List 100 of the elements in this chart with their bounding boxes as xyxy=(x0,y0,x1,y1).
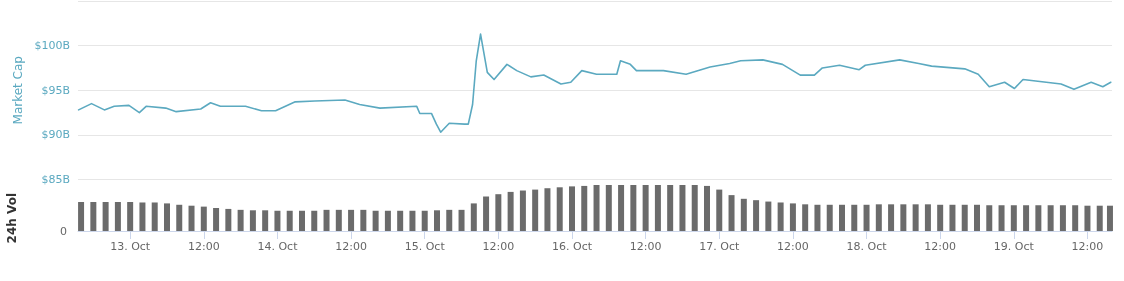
y-tick-label: $95B xyxy=(41,83,70,97)
bar xyxy=(642,185,649,231)
bar xyxy=(274,210,281,231)
bar xyxy=(335,209,342,231)
x-tick-label: 19. Oct xyxy=(993,240,1035,253)
bar xyxy=(1072,205,1079,231)
x-tick-label: 16. Oct xyxy=(551,240,593,253)
bar xyxy=(163,203,170,231)
bar xyxy=(875,204,882,231)
x-tick-label: 12:00 xyxy=(1071,240,1104,253)
bar xyxy=(90,202,97,231)
bar xyxy=(974,204,980,231)
bar xyxy=(470,203,477,231)
bar xyxy=(1047,205,1054,231)
bar xyxy=(446,209,453,231)
bar xyxy=(409,210,416,231)
bar xyxy=(826,204,833,231)
bar xyxy=(384,210,391,231)
bar xyxy=(127,202,134,231)
bar xyxy=(593,185,600,231)
bar xyxy=(961,204,968,231)
bar xyxy=(188,205,195,231)
bar xyxy=(176,204,183,231)
bar xyxy=(286,210,293,231)
x-tick-label: 15. Oct xyxy=(404,240,446,253)
bar xyxy=(249,210,256,231)
bar xyxy=(753,200,760,231)
bar xyxy=(507,191,514,231)
bar xyxy=(1059,205,1066,231)
bar xyxy=(716,189,723,231)
bar xyxy=(213,208,220,231)
bar xyxy=(519,190,526,231)
bar xyxy=(618,185,625,231)
x-tick-label: 18. Oct xyxy=(846,240,888,253)
bar xyxy=(225,208,232,231)
x-tick-label: 12:00 xyxy=(924,240,957,253)
bar xyxy=(114,202,121,231)
bar xyxy=(556,187,563,231)
bar xyxy=(949,204,956,231)
bar xyxy=(740,198,747,231)
bar xyxy=(532,189,539,231)
bar xyxy=(605,185,612,231)
text: 0 xyxy=(60,225,67,238)
x-tick-label: 12:00 xyxy=(777,240,809,253)
bar xyxy=(851,204,858,231)
bar xyxy=(581,185,588,231)
bar xyxy=(360,209,367,231)
bar xyxy=(777,202,784,231)
bar xyxy=(691,185,698,231)
bar xyxy=(912,204,919,231)
x-tick-label: 17. Oct xyxy=(699,240,740,253)
bar xyxy=(1010,205,1017,231)
bar xyxy=(888,204,895,231)
bar xyxy=(789,203,796,231)
bar xyxy=(237,209,244,231)
bar xyxy=(323,209,330,231)
bar xyxy=(1035,205,1042,231)
y-tick-label: $85B xyxy=(41,173,70,186)
bar xyxy=(998,205,1005,231)
bar xyxy=(838,204,845,231)
bar xyxy=(630,185,637,231)
x-tick-label: 12:00 xyxy=(187,240,220,253)
bar xyxy=(986,205,993,231)
bar xyxy=(728,195,735,231)
x-tick-label: 12:00 xyxy=(629,240,662,253)
bar xyxy=(924,204,931,231)
bar xyxy=(421,210,428,231)
y-axis-title: Market Cap xyxy=(10,56,25,125)
y-axis-title: 24h Vol xyxy=(5,192,19,244)
bar xyxy=(458,209,465,231)
x-tick-label: 13. Oct xyxy=(110,240,151,253)
bar xyxy=(814,204,821,231)
bar xyxy=(900,204,907,231)
bar xyxy=(372,210,379,231)
bar xyxy=(495,194,502,231)
bar xyxy=(298,210,305,231)
bar xyxy=(433,210,440,231)
bar xyxy=(78,202,85,231)
bar xyxy=(937,204,944,231)
bar xyxy=(802,204,809,231)
bar xyxy=(200,206,207,231)
bar xyxy=(667,185,674,231)
bar xyxy=(1096,205,1103,231)
bar xyxy=(397,210,404,231)
bar xyxy=(1084,205,1091,231)
y-tick-label: $100B xyxy=(34,39,70,53)
bar xyxy=(703,185,710,231)
bar xyxy=(483,196,490,231)
bar xyxy=(544,188,551,231)
x-tick-label: 12:00 xyxy=(335,240,367,253)
bar xyxy=(139,202,146,231)
x-tick-label: 14. Oct xyxy=(257,240,299,253)
y-tick-label: $90B xyxy=(41,128,70,142)
bar xyxy=(102,202,109,231)
bar xyxy=(863,204,870,231)
bar xyxy=(1023,205,1030,231)
bar xyxy=(151,202,158,231)
bar xyxy=(654,185,661,231)
bar xyxy=(568,186,575,231)
bar xyxy=(765,201,772,231)
